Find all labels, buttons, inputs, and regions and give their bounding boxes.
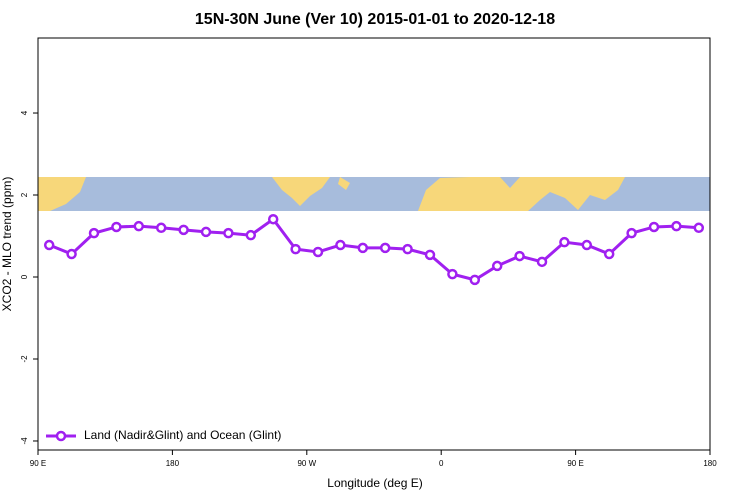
y-tick-label: -2 xyxy=(20,355,29,363)
data-point xyxy=(693,222,705,234)
y-axis-label: XCO2 - MLO trend (ppm) xyxy=(0,177,14,312)
data-point xyxy=(671,220,682,232)
data-point xyxy=(223,227,234,239)
data-point xyxy=(43,239,55,251)
legend-label: Land (Nadir&Glint) and Ocean (Glint) xyxy=(84,428,281,442)
y-tick-label: 0 xyxy=(20,274,29,279)
data-point xyxy=(312,246,324,258)
data-point xyxy=(559,236,570,248)
data-point xyxy=(603,248,615,260)
data-point xyxy=(245,229,257,241)
data-point xyxy=(536,256,548,268)
data-point xyxy=(335,239,346,251)
data-point xyxy=(581,239,593,251)
x-tick-label: 90 E xyxy=(30,459,46,468)
x-tick-label: 90 E xyxy=(567,459,583,468)
data-point xyxy=(66,248,77,260)
y-tick-label: -4 xyxy=(20,437,29,445)
plot-frame xyxy=(37,37,711,451)
data-point xyxy=(379,242,391,254)
data-point xyxy=(648,221,660,233)
legend-marker xyxy=(55,430,67,442)
x-axis-label: Longitude (deg E) xyxy=(327,476,422,490)
x-tick-label: 180 xyxy=(703,459,717,468)
data-point xyxy=(514,250,525,262)
data-point xyxy=(178,224,189,236)
data-line xyxy=(48,217,699,282)
x-tick-label: 90 W xyxy=(297,459,316,468)
x-tick-label: 0 xyxy=(439,459,444,468)
y-tick-label: 2 xyxy=(20,192,29,197)
data-point xyxy=(447,268,458,280)
data-point xyxy=(469,274,481,286)
data-point xyxy=(267,213,279,225)
x-tick-label: 180 xyxy=(166,459,180,468)
data-point xyxy=(133,220,145,232)
data-point xyxy=(424,249,436,261)
data-point xyxy=(155,222,167,234)
y-tick-label: 4 xyxy=(20,110,29,115)
map-band xyxy=(38,177,710,211)
data-point xyxy=(111,221,122,233)
data-point xyxy=(290,243,301,255)
data-point xyxy=(88,227,100,239)
data-point xyxy=(626,227,637,239)
data-point xyxy=(402,243,413,255)
chart-title: 15N-30N June (Ver 10) 2015-01-01 to 2020… xyxy=(195,11,555,28)
data-point xyxy=(357,242,369,254)
data-point xyxy=(200,226,212,238)
data-point xyxy=(491,260,503,272)
